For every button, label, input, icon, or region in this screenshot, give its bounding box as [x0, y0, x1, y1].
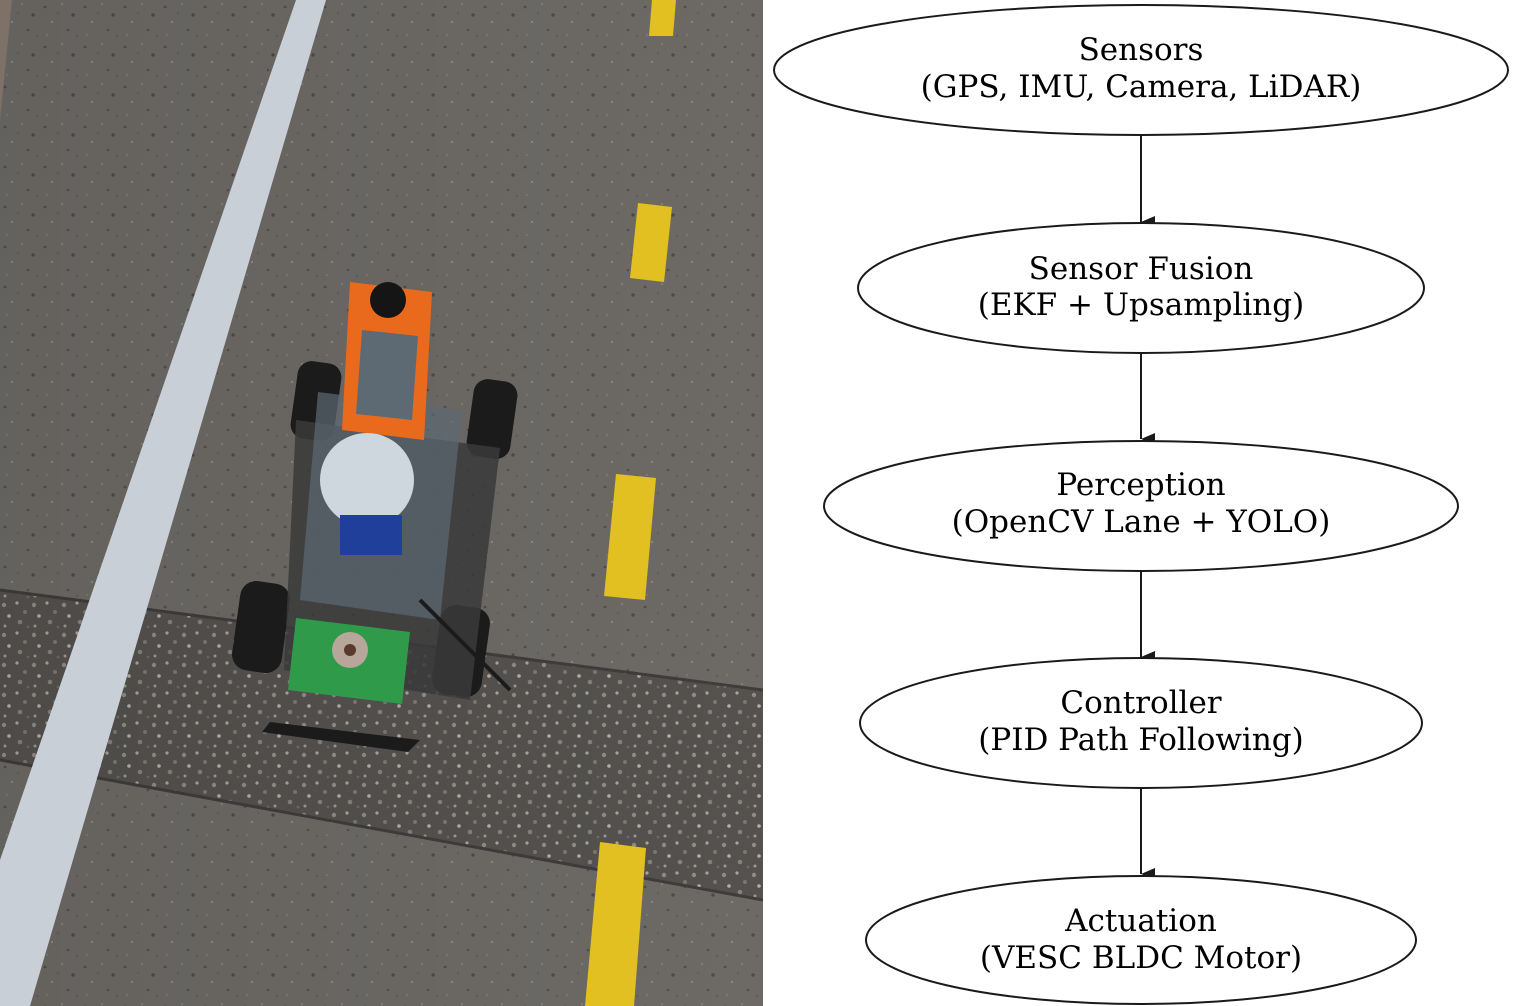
node-controller: Controller (PID Path Following)	[859, 657, 1423, 789]
node-perception-subtitle: (OpenCV Lane + YOLO)	[952, 504, 1331, 540]
node-sensor-fusion-title: Sensor Fusion	[1029, 251, 1254, 287]
rc-car	[232, 282, 518, 752]
node-actuation-title: Actuation	[1064, 903, 1217, 939]
rc-car-photo	[0, 0, 763, 1006]
pipeline-diagram: Sensors (GPS, IMU, Camera, LiDAR) Sensor…	[763, 0, 1517, 1006]
node-perception: Perception (OpenCV Lane + YOLO)	[823, 440, 1459, 572]
node-controller-title: Controller	[1060, 685, 1221, 721]
node-controller-subtitle: (PID Path Following)	[978, 722, 1303, 758]
node-perception-title: Perception	[1056, 467, 1225, 503]
node-actuation: Actuation (VESC BLDC Motor)	[865, 875, 1417, 1005]
white-edge-line	[0, 0, 326, 1006]
node-sensors-title: Sensors	[1079, 32, 1204, 68]
node-actuation-subtitle: (VESC BLDC Motor)	[980, 940, 1302, 976]
node-sensors-subtitle: (GPS, IMU, Camera, LiDAR)	[921, 69, 1362, 105]
node-sensor-fusion: Sensor Fusion (EKF + Upsampling)	[857, 222, 1425, 354]
node-sensors: Sensors (GPS, IMU, Camera, LiDAR)	[773, 4, 1509, 136]
yellow-center-dashes	[585, 0, 676, 1006]
node-sensor-fusion-subtitle: (EKF + Upsampling)	[978, 287, 1304, 323]
